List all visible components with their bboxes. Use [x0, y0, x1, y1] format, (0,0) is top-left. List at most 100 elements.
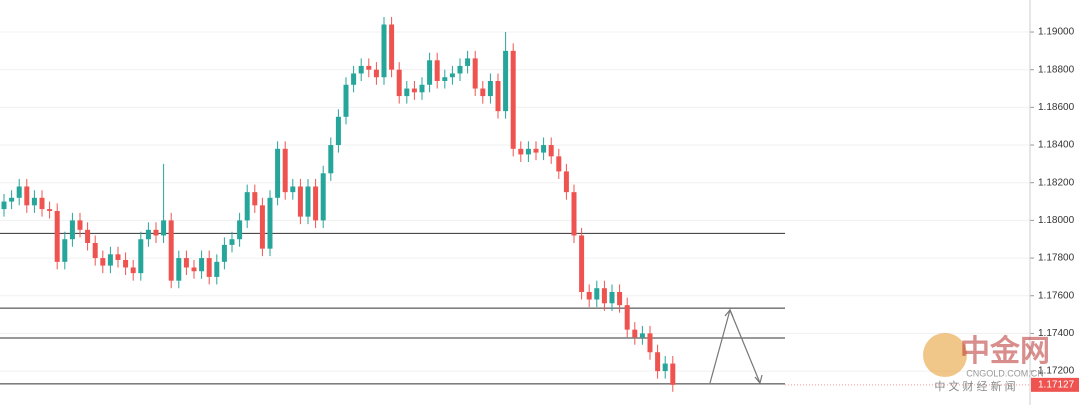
candle-body	[31, 197, 37, 206]
candle-body	[548, 145, 554, 157]
candle-body	[442, 77, 448, 81]
candle-body	[449, 73, 455, 78]
candle-body	[556, 156, 562, 172]
candle-body	[168, 220, 174, 281]
candle-body	[69, 220, 75, 240]
plot	[0, 16, 1030, 392]
candle-body	[541, 145, 547, 153]
candle-body	[199, 258, 205, 272]
candle-body	[244, 192, 250, 221]
candle-body	[275, 148, 281, 198]
candle-body	[419, 84, 425, 93]
y-tick-label: 1.18800	[1038, 64, 1075, 75]
candle-body	[533, 148, 539, 153]
candle-body	[495, 81, 501, 112]
candle-body	[655, 352, 661, 372]
candle-body	[107, 254, 113, 266]
candle-body	[427, 60, 433, 85]
candle-body	[130, 267, 136, 274]
y-tick-label: 1.17400	[1038, 328, 1075, 339]
candle-body	[161, 220, 167, 236]
candle-body	[343, 84, 349, 117]
candle-body	[647, 333, 653, 353]
candle-body	[335, 116, 341, 146]
candle-body	[62, 239, 68, 262]
candle-body	[100, 258, 106, 266]
candle-body	[282, 148, 288, 193]
y-tick-label: 1.18000	[1038, 215, 1075, 226]
candle-body	[16, 186, 22, 198]
candle-body	[366, 65, 372, 70]
candle-body	[9, 197, 15, 202]
candle-body	[457, 65, 463, 74]
y-tick-label: 1.18600	[1038, 102, 1075, 113]
candle-body	[313, 186, 319, 221]
candle-body	[290, 186, 296, 193]
y-tick-label: 1.19000	[1038, 27, 1075, 38]
candle-body	[191, 267, 197, 272]
candle-body	[510, 50, 516, 149]
candle-body	[594, 288, 600, 300]
candle-body	[259, 205, 265, 249]
last-price-badge	[1031, 377, 1079, 392]
candle-body	[85, 229, 91, 243]
candle-body	[503, 50, 509, 112]
candle-body	[358, 65, 364, 74]
candle-body	[351, 73, 357, 85]
watermark-brand: 中金网	[960, 334, 1050, 368]
candle-body	[396, 69, 402, 97]
y-tick-label: 1.17800	[1038, 253, 1075, 264]
candle-body	[297, 186, 303, 217]
candle-body	[183, 258, 189, 268]
candle-body	[221, 244, 227, 262]
candle-body	[145, 229, 151, 240]
candle-body	[123, 259, 129, 268]
candle-body	[465, 58, 471, 66]
candle-body	[305, 186, 311, 217]
candle-body	[586, 291, 592, 300]
candle-body	[54, 210, 60, 262]
candle-body	[381, 24, 387, 78]
candle-body	[617, 291, 623, 306]
candle-body	[115, 254, 121, 260]
candle-body	[320, 173, 326, 221]
candle-body	[472, 58, 478, 89]
arrow-heads	[724, 308, 763, 385]
candle-body	[670, 363, 676, 385]
candle-body	[39, 197, 45, 210]
candle-body	[138, 239, 144, 274]
candle-body	[328, 145, 334, 174]
candle-body	[47, 209, 53, 211]
candle-body	[92, 243, 98, 259]
candle-body	[411, 88, 417, 93]
candle-body	[563, 171, 569, 193]
candle-body	[389, 24, 395, 70]
candle-body	[579, 235, 585, 292]
candle-body	[518, 148, 524, 155]
candle-body	[229, 239, 235, 245]
candle-body	[434, 60, 440, 81]
watermark-site: CNGOLD.COM.CN	[966, 368, 1044, 378]
candle-body	[24, 186, 30, 206]
candle-body	[632, 329, 638, 338]
watermark-logo	[923, 333, 967, 377]
candle-body	[206, 258, 212, 277]
y-tick-label: 1.18200	[1038, 177, 1075, 188]
candle-body	[609, 291, 615, 304]
candle-body	[77, 220, 83, 230]
candle-body	[525, 148, 531, 155]
candle-body	[267, 197, 273, 249]
y-tick-label: 1.17200	[1038, 366, 1075, 377]
last-price-label: 1.17127	[1038, 379, 1075, 390]
candle-body	[662, 363, 668, 372]
candle-body	[480, 88, 486, 97]
candle-body	[214, 261, 220, 277]
candle-body	[237, 220, 243, 240]
candle-body	[1, 201, 7, 210]
candle-body	[373, 69, 379, 78]
candle-body	[624, 305, 630, 330]
candle-body	[153, 229, 159, 236]
candle-body	[487, 81, 493, 97]
